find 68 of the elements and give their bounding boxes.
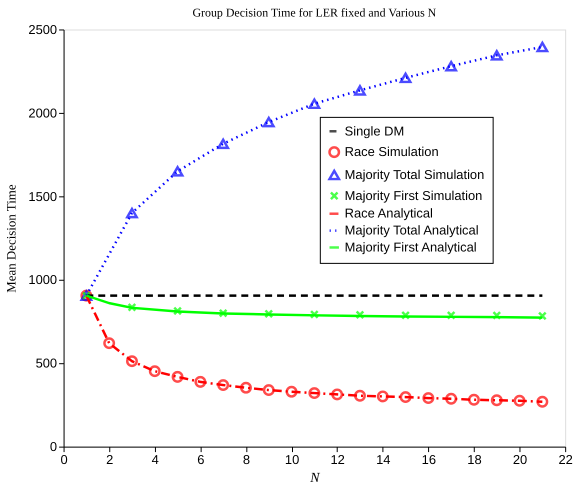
- point: [103, 337, 116, 350]
- point: [240, 382, 252, 394]
- point: [354, 390, 366, 402]
- y-tick-label: 1000: [28, 272, 58, 288]
- x-tick-label: 18: [467, 452, 482, 468]
- point: [194, 376, 206, 388]
- point: [536, 42, 548, 52]
- y-tick-label: 1500: [28, 188, 58, 204]
- x-tick-label: 8: [242, 452, 250, 468]
- point: [262, 116, 275, 128]
- x-tick-label: 0: [60, 452, 68, 468]
- point: [446, 310, 456, 320]
- point: [173, 306, 182, 316]
- x-tick-label: 12: [330, 452, 345, 468]
- legend-label: Majority Total Simulation: [344, 166, 484, 182]
- y-axis-title: Mean Decision Time: [3, 184, 18, 293]
- point: [445, 392, 458, 405]
- point: [127, 302, 137, 312]
- point: [308, 98, 320, 110]
- legend-label: Majority First Analytical: [344, 239, 477, 254]
- x-tick-label: 16: [422, 452, 436, 468]
- point: [126, 355, 138, 368]
- x-tick-label: 6: [197, 452, 204, 468]
- legend-label: Race Simulation: [344, 144, 439, 160]
- point: [538, 311, 547, 321]
- legend-label: Majority Total Analytical: [344, 222, 479, 238]
- point: [468, 394, 480, 406]
- y-tick-label: 2000: [28, 105, 58, 120]
- y-tick-label: 500: [36, 356, 58, 371]
- y-tick-label: 0: [50, 439, 58, 454]
- point: [422, 392, 434, 404]
- point: [126, 208, 138, 218]
- point: [354, 85, 366, 96]
- point: [308, 387, 320, 400]
- legend-label: Majority First Simulation: [344, 188, 482, 203]
- point: [172, 370, 184, 383]
- x-tick-label: 10: [284, 452, 300, 468]
- y-tick-label: 2500: [28, 22, 58, 37]
- point: [172, 166, 184, 177]
- point: [218, 308, 228, 318]
- x-tick-label: 20: [512, 452, 528, 468]
- chart-title: Group Decision Time for LER fixed and Various N: [192, 6, 437, 20]
- point: [217, 379, 230, 392]
- point: [217, 138, 230, 150]
- x-tick-label: 14: [376, 452, 390, 468]
- x-tick-label: 2: [106, 452, 114, 468]
- x-tick-label: 22: [558, 452, 573, 468]
- legend-label: Single DM: [344, 123, 404, 138]
- point: [286, 386, 298, 398]
- point: [264, 309, 274, 318]
- x-tick-label: 4: [152, 452, 159, 468]
- point: [148, 365, 161, 378]
- point: [400, 72, 412, 84]
- point: [376, 390, 389, 402]
- legend-label: Race Analytical: [344, 206, 433, 221]
- point: [490, 50, 503, 61]
- point: [492, 310, 502, 320]
- point: [310, 310, 319, 320]
- point: [262, 384, 275, 396]
- point: [355, 310, 365, 320]
- point: [445, 60, 458, 72]
- point: [331, 388, 344, 400]
- point: [490, 394, 503, 406]
- point: [536, 396, 548, 408]
- point: [400, 391, 412, 404]
- point: [514, 394, 526, 407]
- x-axis-title: N: [309, 470, 320, 485]
- point: [401, 310, 410, 320]
